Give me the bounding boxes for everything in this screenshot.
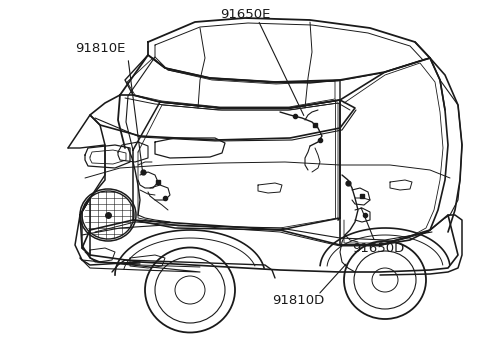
Text: 91650E: 91650E: [220, 7, 270, 21]
Text: 91810E: 91810E: [75, 42, 125, 54]
Text: 91810D: 91810D: [272, 294, 324, 306]
Text: 91650D: 91650D: [352, 242, 404, 254]
